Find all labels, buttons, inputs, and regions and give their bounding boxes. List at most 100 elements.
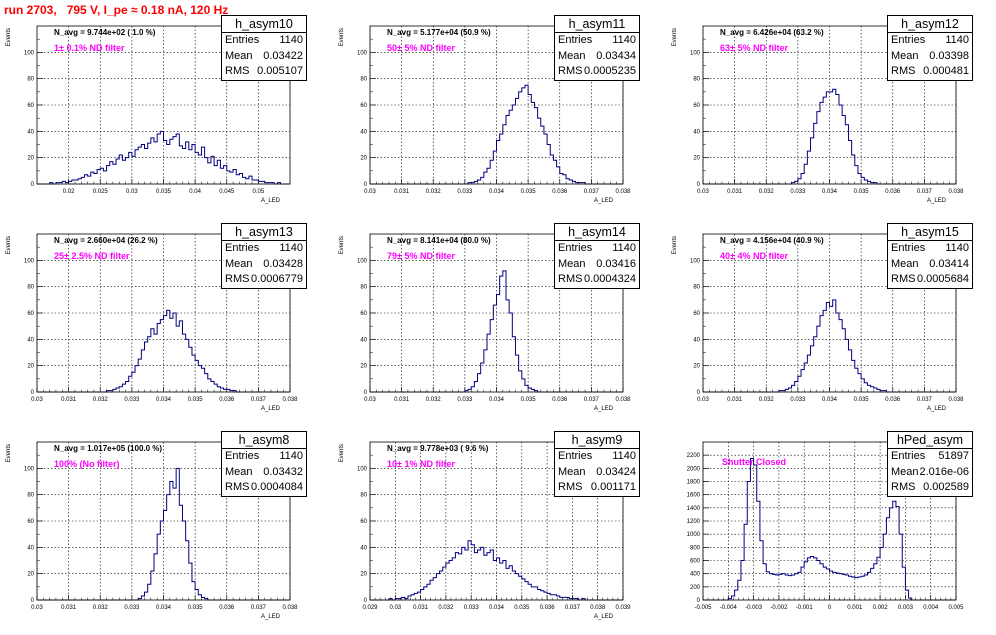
y-tick-label: 20 bbox=[27, 156, 34, 162]
x-tick-label: 0.03 bbox=[31, 397, 43, 403]
x-tick-label: 0.038 bbox=[282, 397, 298, 403]
x-tick-label: 0.001 bbox=[847, 605, 863, 611]
stats-entries-row: Entries 1140 bbox=[555, 33, 639, 49]
stats-mean-value: 0.03416 bbox=[596, 257, 636, 270]
stats-rms-value: 0.000481 bbox=[923, 65, 969, 77]
filter-label: Shutter Closed bbox=[722, 457, 786, 467]
x-tick-label: 0.031 bbox=[61, 397, 77, 403]
x-tick-label: 0.031 bbox=[413, 605, 429, 611]
stats-rms-row: RMS 0.000481 bbox=[888, 64, 972, 80]
histogram-line-h_asym10 bbox=[37, 130, 290, 185]
y-tick-label: 60 bbox=[693, 103, 700, 109]
x-tick-label: 0.003 bbox=[898, 605, 914, 611]
n-avg-label: N_avg = 6.426e+04 (63.2 %) bbox=[720, 28, 824, 37]
x-tick-label: 0.031 bbox=[394, 397, 410, 403]
x-tick-label: -0.004 bbox=[720, 605, 738, 611]
y-tick-label: 60 bbox=[27, 311, 34, 317]
x-tick-label: 0.038 bbox=[282, 605, 298, 611]
x-tick-label: 0.036 bbox=[219, 397, 235, 403]
stats-box: h_asym15 Entries 1140 Mean 0.03414 RMS 0.00056… bbox=[887, 223, 973, 289]
x-tick-label: 0.03 bbox=[364, 397, 376, 403]
n-avg-label: N_avg = 2.660e+04 (26.2 %) bbox=[54, 236, 158, 245]
y-tick-label: 40 bbox=[693, 129, 700, 135]
y-tick-label: 80 bbox=[27, 77, 34, 83]
x-tick-label: 0.037 bbox=[917, 189, 933, 195]
stats-mean-label: Mean bbox=[225, 49, 253, 62]
stats-entries-row: Entries 51897 bbox=[888, 449, 972, 465]
x-tick-label: -0.001 bbox=[796, 605, 814, 611]
stats-entries-value: 1140 bbox=[612, 242, 636, 254]
stats-box: hPed_asym Entries 51897 Mean 2.016e-06 RMS 0.0… bbox=[887, 431, 973, 497]
x-tick-label: 0.035 bbox=[188, 397, 204, 403]
x-tick-label: 0.032 bbox=[759, 189, 775, 195]
x-axis-title: A_LED bbox=[594, 198, 614, 204]
y-tick-label: 40 bbox=[27, 129, 34, 135]
x-tick-label: 0.036 bbox=[540, 605, 556, 611]
x-tick-label: 0.036 bbox=[885, 189, 901, 195]
stats-rms-row: RMS 0.0005684 bbox=[888, 272, 972, 288]
y-tick-label: 2000 bbox=[687, 466, 701, 472]
x-tick-label: 0.029 bbox=[362, 605, 378, 611]
histogram-line-hPed_asym bbox=[703, 457, 956, 601]
y-tick-label: 800 bbox=[690, 545, 701, 551]
x-tick-label: 0.002 bbox=[873, 605, 889, 611]
stats-box: h_asym14 Entries 1140 Mean 0.03416 RMS 0.00043… bbox=[554, 223, 640, 289]
y-tick-label: 0 bbox=[31, 598, 35, 604]
stats-mean-row: Mean 0.03424 bbox=[555, 465, 639, 481]
stats-entries-row: Entries 1140 bbox=[555, 449, 639, 465]
stats-rms-value: 0.0005235 bbox=[584, 65, 636, 77]
y-tick-label: 0 bbox=[31, 182, 35, 188]
stats-mean-label: Mean bbox=[225, 465, 253, 478]
y-tick-label: 100 bbox=[357, 466, 368, 472]
y-tick-label: 20 bbox=[360, 156, 367, 162]
stats-rms-row: RMS 0.0004324 bbox=[555, 272, 639, 288]
stats-box: h_asym10 Entries 1140 Mean 0.03422 RMS 0.00510… bbox=[221, 15, 307, 81]
x-tick-label: 0.039 bbox=[615, 605, 631, 611]
x-tick-label: 0.035 bbox=[514, 605, 530, 611]
stats-rms-label: RMS bbox=[225, 481, 250, 493]
x-tick-label: 0.035 bbox=[854, 397, 870, 403]
x-tick-label: 0.032 bbox=[93, 605, 109, 611]
stats-box: h_asym13 Entries 1140 Mean 0.03428 RMS 0.00067… bbox=[221, 223, 307, 289]
stats-entries-label: Entries bbox=[225, 450, 260, 462]
n-avg-label: N_avg = 9.744e+02 ( 1.0 %) bbox=[54, 28, 156, 37]
y-tick-label: 40 bbox=[360, 337, 367, 343]
x-tick-label: 0.034 bbox=[822, 189, 838, 195]
histogram-name: h_asym8 bbox=[222, 432, 306, 449]
x-tick-label: 0.032 bbox=[93, 397, 109, 403]
x-tick-label: 0.034 bbox=[156, 605, 172, 611]
x-tick-label: 0.031 bbox=[394, 189, 410, 195]
stats-mean-row: Mean 0.03434 bbox=[555, 49, 639, 65]
x-tick-label: 0.025 bbox=[93, 189, 109, 195]
stats-rms-label: RMS bbox=[891, 273, 916, 285]
y-tick-label: 80 bbox=[360, 493, 367, 499]
stats-entries-row: Entries 1140 bbox=[888, 33, 972, 49]
stats-rms-value: 0.0006779 bbox=[251, 273, 303, 285]
stats-entries-label: Entries bbox=[225, 34, 260, 46]
stats-entries-label: Entries bbox=[891, 242, 926, 254]
y-axis-title: Events bbox=[6, 28, 12, 46]
y-tick-label: 0 bbox=[364, 182, 368, 188]
y-tick-label: 100 bbox=[690, 50, 701, 56]
x-tick-label: 0.033 bbox=[457, 397, 473, 403]
stats-rms-row: RMS 0.0006779 bbox=[222, 272, 306, 288]
stats-rms-label: RMS bbox=[891, 481, 916, 493]
stats-mean-label: Mean bbox=[558, 465, 586, 478]
x-tick-label: 0.038 bbox=[948, 397, 964, 403]
x-axis-title: A_LED bbox=[261, 198, 281, 204]
histogram-line-h_asym14 bbox=[370, 270, 623, 393]
filter-label: 1± 0.1% ND filter bbox=[54, 43, 125, 53]
x-tick-label: 0.03 bbox=[697, 189, 709, 195]
stats-entries-row: Entries 1140 bbox=[888, 241, 972, 257]
y-tick-label: 100 bbox=[24, 50, 35, 56]
x-tick-label: 0.031 bbox=[61, 605, 77, 611]
stats-rms-row: RMS 0.0004084 bbox=[222, 480, 306, 496]
stats-entries-label: Entries bbox=[891, 34, 926, 46]
y-tick-label: 1400 bbox=[687, 506, 701, 512]
stats-entries-row: Entries 1140 bbox=[555, 241, 639, 257]
stats-rms-label: RMS bbox=[558, 65, 583, 77]
stats-box: h_asym11 Entries 1140 Mean 0.03434 RMS 0.00052… bbox=[554, 15, 640, 81]
x-tick-label: 0.038 bbox=[615, 189, 631, 195]
stats-mean-row: Mean 0.03432 bbox=[222, 465, 306, 481]
n-avg-label: N_avg = 9.778e+03 ( 9.6 %) bbox=[387, 444, 489, 453]
